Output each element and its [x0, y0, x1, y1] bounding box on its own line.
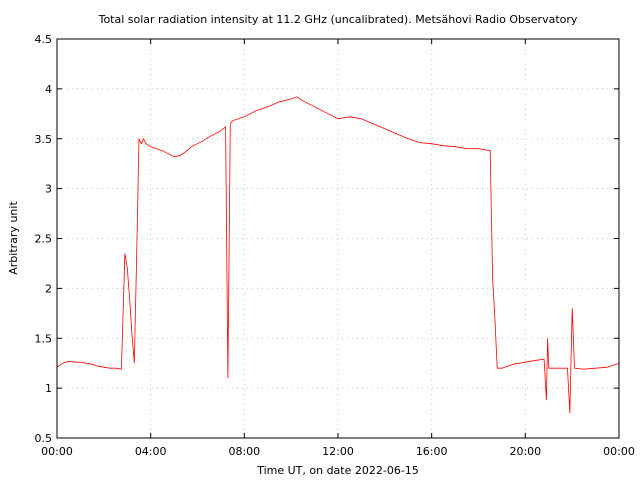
- y-axis-label: Arbitrary unit: [7, 201, 20, 275]
- y-tick-label: 1: [45, 382, 52, 395]
- x-tick-label: 20:00: [509, 445, 541, 458]
- series-group: [56, 96, 620, 414]
- x-tick-label: 04:00: [135, 445, 167, 458]
- y-tick-label: 1.5: [35, 332, 53, 345]
- y-tick-label: 3: [45, 183, 52, 196]
- x-tick-label: 12:00: [322, 445, 354, 458]
- x-axis-label: Time UT, on date 2022-06-15: [256, 464, 419, 477]
- chart-title: Total solar radiation intensity at 11.2 …: [98, 13, 578, 26]
- y-tick-label: 3.5: [35, 133, 53, 146]
- y-tick-label: 4: [45, 83, 52, 96]
- y-tick-label: 2: [45, 282, 52, 295]
- axis-ticks: 00:00 04:00 08:00 12:00 16:00 20:00 00:000.511…: [35, 33, 635, 458]
- grid: [57, 39, 619, 438]
- y-tick-label: 4.5: [35, 33, 53, 46]
- x-tick-label: 08:00: [228, 445, 260, 458]
- series-line: [56, 96, 620, 414]
- x-tick-label: 16:00: [416, 445, 448, 458]
- x-tick-label: 00:00: [41, 445, 73, 458]
- x-tick-label: 00:00: [603, 445, 635, 458]
- y-tick-label: 0.5: [35, 432, 53, 445]
- y-tick-label: 2.5: [35, 233, 53, 246]
